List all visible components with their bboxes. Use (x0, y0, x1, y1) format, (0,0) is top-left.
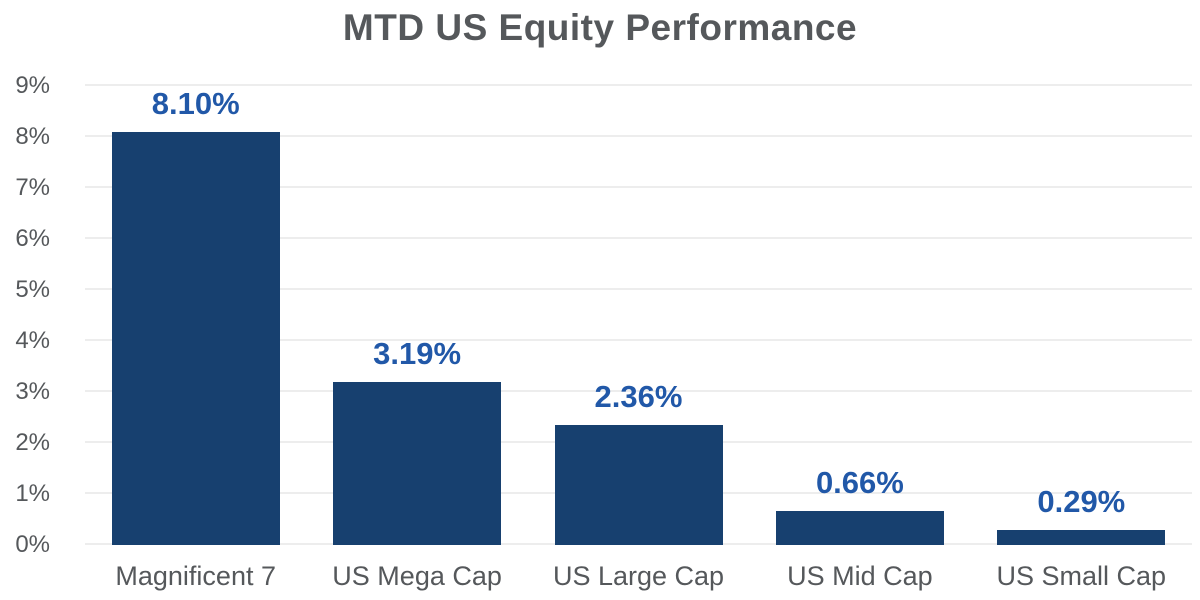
y-tick-label-2: 2% (15, 429, 50, 456)
y-tick-label-1: 1% (15, 480, 50, 507)
gridline-3 (85, 390, 1192, 392)
plot-area: 8.10% 3.19% 2.36% 0.66% 0.29% (85, 84, 1192, 545)
gridline-7 (85, 186, 1192, 188)
y-tick-label-8: 8% (15, 123, 50, 150)
x-tick-label-us-large-cap: US Large Cap (552, 561, 725, 591)
value-label-us-mid-cap: 0.66% (815, 465, 904, 501)
gridline-8 (85, 135, 1192, 137)
bar-us-mid-cap (775, 511, 944, 545)
value-label-us-large-cap: 2.36% (594, 378, 683, 414)
chart-title: MTD US Equity Performance (342, 7, 858, 48)
x-tick-label-magnificent-7: Magnificent 7 (115, 561, 276, 591)
y-tick-label-7: 7% (15, 174, 50, 201)
y-tick-label-0: 0% (15, 531, 50, 558)
gridline-5 (85, 288, 1192, 290)
bar-us-small-cap (997, 530, 1166, 545)
gridline-6 (85, 237, 1192, 239)
value-label-magnificent-7: 8.10% (151, 85, 240, 121)
y-tick-label-5: 5% (15, 276, 50, 303)
bar-us-mega-cap (333, 382, 502, 545)
value-label-us-mega-cap: 3.19% (373, 336, 462, 372)
x-tick-label-us-mega-cap: US Mega Cap (332, 561, 502, 591)
y-tick-label-6: 6% (15, 225, 50, 252)
x-tick-label-us-small-cap: US Small Cap (996, 561, 1167, 591)
bar-magnificent-7 (111, 131, 280, 545)
y-tick-label-9: 9% (15, 72, 50, 99)
gridline-4 (85, 339, 1192, 341)
x-axis: Magnificent 7 US Mega Cap US Large Cap US M… (85, 560, 1192, 594)
y-tick-label-4: 4% (15, 327, 50, 354)
x-tick-label-us-mid-cap: US Mid Cap (787, 561, 933, 591)
bar-us-large-cap (554, 424, 723, 545)
y-tick-label-3: 3% (15, 378, 50, 405)
gridline-9 (85, 84, 1192, 86)
value-label-us-small-cap: 0.29% (1037, 484, 1126, 520)
